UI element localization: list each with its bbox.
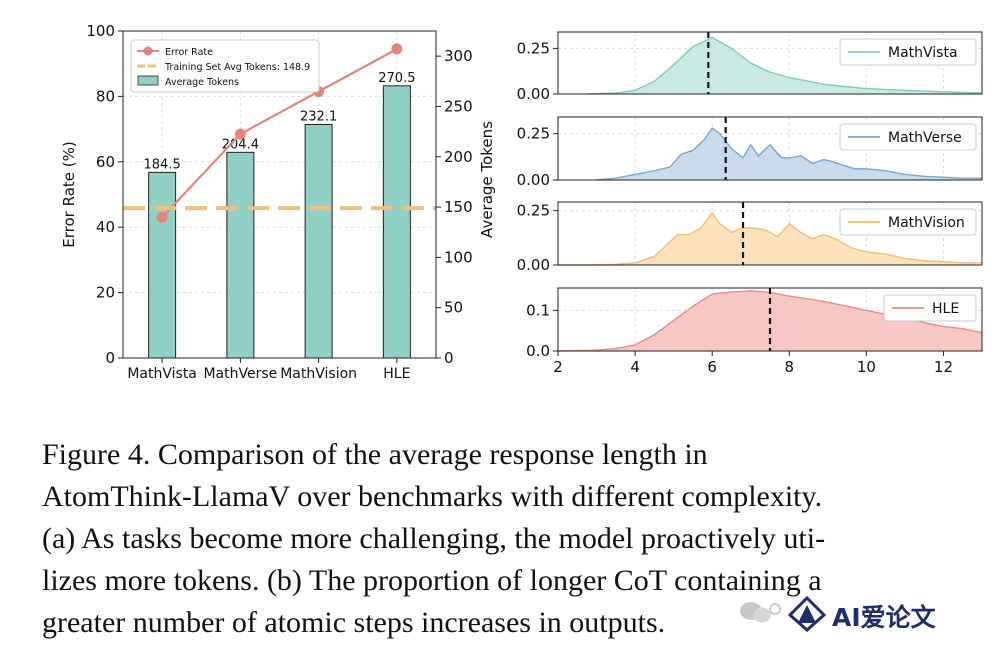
bar-mathverse bbox=[226, 151, 255, 359]
legend-swatch bbox=[137, 75, 159, 86]
panel-frame bbox=[557, 116, 983, 181]
chart-b: 0.00 0.25 MathVista 0.00 0.25 MathVerse 0.00 0.… bbox=[517, 31, 983, 376]
watermark: AI爱论文 bbox=[738, 595, 936, 637]
y-tick-label: 20 bbox=[96, 284, 115, 302]
x-tick-label: 8 bbox=[784, 358, 794, 376]
error-rate-line bbox=[161, 48, 398, 219]
y-tick-label: 80 bbox=[96, 87, 115, 105]
panel-frame bbox=[557, 201, 983, 266]
x-tick-label: 2 bbox=[553, 358, 563, 376]
y-tick-label: 0 bbox=[105, 349, 115, 367]
y2-tick-label: 50 bbox=[444, 299, 463, 317]
y-tick-label: 0.00 bbox=[517, 85, 550, 103]
legend-label: Error Rate bbox=[165, 47, 213, 58]
panel-frame bbox=[557, 31, 983, 95]
density-line-mathvista bbox=[588, 36, 983, 95]
y-tick-label: 0.25 bbox=[517, 202, 550, 220]
x-tick-label: 6 bbox=[707, 358, 717, 376]
y-tick-label: 0.00 bbox=[517, 171, 550, 189]
x-tick-label: 4 bbox=[630, 358, 640, 376]
error-rate-point bbox=[156, 211, 168, 223]
y2-axis-label: Average Tokens bbox=[478, 121, 496, 238]
legend-box bbox=[130, 39, 320, 93]
bar-mathvista bbox=[148, 171, 177, 359]
plot-frame bbox=[122, 30, 437, 359]
legend-label: MathVision bbox=[888, 215, 965, 231]
x-tick-label: 10 bbox=[857, 358, 876, 376]
y-tick-label: 100 bbox=[86, 22, 115, 40]
y2-tick-label: 300 bbox=[444, 47, 473, 65]
figure-panels: 184.5 204.4 232.1 270.5 0 20 40 60 80 100 0 50 100 15… bbox=[60, 22, 983, 382]
x-tick-label: MathVerse bbox=[203, 366, 277, 382]
y2-tick-label: 150 bbox=[444, 198, 473, 216]
y-tick-label: 60 bbox=[96, 153, 115, 171]
density-line-mathvision bbox=[558, 211, 982, 266]
legend-box bbox=[839, 208, 977, 236]
density-area-mathvision bbox=[558, 212, 982, 265]
y-tick-label: 40 bbox=[96, 218, 115, 236]
error-rate-point bbox=[391, 43, 403, 55]
y2-tick-label: 250 bbox=[444, 97, 473, 115]
y-tick-label: 0.00 bbox=[517, 256, 550, 274]
legend-box bbox=[883, 294, 977, 322]
x-tick-label: 12 bbox=[934, 358, 953, 376]
y-tick-label: 0.25 bbox=[517, 125, 550, 143]
y-tick-label: 0.0 bbox=[526, 342, 550, 360]
legend-label: Training Set Avg Tokens: 148.9 bbox=[164, 62, 310, 73]
legend-label: HLE bbox=[932, 301, 959, 317]
caption-line: (a) As tasks become more challenging, th… bbox=[42, 522, 826, 555]
legend-box bbox=[839, 123, 977, 151]
y-tick-label: 0.25 bbox=[517, 39, 550, 57]
y2-tick-label: 200 bbox=[444, 148, 473, 166]
panel-frame bbox=[557, 287, 983, 352]
bar-value-label: 184.5 bbox=[144, 157, 181, 172]
caption-line: AtomThink-LlamaV over benchmarks with di… bbox=[42, 480, 823, 513]
watermark-text: AI爱论文 bbox=[832, 603, 936, 632]
legend-box bbox=[839, 38, 977, 66]
bar-hle bbox=[382, 85, 411, 359]
figure-caption: Figure 4. Comparison of the average resp… bbox=[42, 434, 952, 644]
chart-a: 184.5 204.4 232.1 270.5 0 20 40 60 80 100 0 50 100 15… bbox=[60, 22, 496, 382]
density-area-mathvista bbox=[588, 37, 982, 94]
x-tick-label: MathVista bbox=[127, 366, 197, 382]
density-line-mathverse bbox=[596, 127, 982, 181]
bar-mathvision bbox=[304, 123, 333, 359]
ai-logo-icon bbox=[787, 595, 827, 637]
caption-line: Figure 4. Comparison of the average resp… bbox=[42, 438, 708, 471]
density-area-mathverse bbox=[596, 128, 982, 180]
bar-value-label: 232.1 bbox=[300, 109, 337, 124]
y-tick-label: 0.1 bbox=[526, 301, 550, 319]
y2-tick-label: 0 bbox=[444, 349, 454, 367]
error-rate-point bbox=[234, 128, 246, 140]
y-axis-label: Error Rate (%) bbox=[60, 141, 78, 247]
legend-swatch bbox=[143, 46, 153, 56]
legend-label: MathVerse bbox=[888, 130, 962, 146]
bar-value-label: 270.5 bbox=[378, 71, 415, 86]
y2-tick-label: 100 bbox=[444, 248, 473, 266]
caption-line: greater number of atomic steps increases… bbox=[42, 606, 666, 639]
wechat-icon bbox=[738, 599, 782, 634]
bar-value-label: 204.4 bbox=[222, 137, 259, 152]
caption-line: lizes more tokens. (b) The proportion of… bbox=[42, 564, 822, 597]
x-tick-label: MathVision bbox=[280, 366, 357, 382]
x-tick-label: HLE bbox=[383, 366, 410, 382]
legend-label: Average Tokens bbox=[165, 77, 239, 88]
legend-label: MathVista bbox=[888, 45, 958, 61]
